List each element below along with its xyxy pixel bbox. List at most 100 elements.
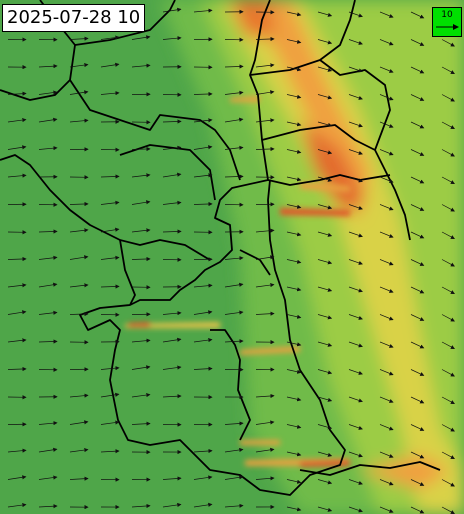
wind-arrow bbox=[7, 366, 27, 372]
wind-arrow bbox=[441, 149, 455, 157]
wind-arrow bbox=[348, 121, 363, 128]
wind-arrow bbox=[131, 228, 151, 233]
wind-arrow bbox=[69, 447, 89, 453]
wind-arrow bbox=[317, 314, 333, 320]
wind-arrow bbox=[38, 117, 58, 123]
wind-arrow bbox=[38, 421, 58, 426]
wind-arrow bbox=[379, 231, 394, 238]
wind-arrow bbox=[410, 176, 425, 184]
wind-arrow bbox=[441, 176, 455, 184]
wind-arrow bbox=[7, 475, 27, 480]
wind-arrow bbox=[69, 118, 89, 123]
wind-arrow bbox=[286, 259, 302, 264]
wind-arrow bbox=[441, 369, 455, 377]
wind-arrow bbox=[100, 366, 120, 371]
timestamp: 2025-07-28 10 bbox=[2, 4, 146, 32]
wind-arrow bbox=[441, 259, 455, 267]
wind-arrow bbox=[7, 91, 27, 96]
wind-arrow bbox=[131, 35, 151, 40]
wind-arrow bbox=[286, 506, 302, 512]
wind-arrow bbox=[286, 341, 302, 347]
wind-arrow bbox=[410, 121, 425, 129]
wind-arrow bbox=[100, 227, 120, 233]
wind-arrow bbox=[69, 201, 89, 207]
wind-arrow bbox=[69, 476, 89, 481]
wind-arrow bbox=[131, 200, 151, 205]
wind-arrow bbox=[379, 11, 394, 18]
wind-arrow bbox=[410, 396, 425, 404]
wind-arrow bbox=[410, 451, 425, 459]
wind-arrow bbox=[7, 283, 27, 288]
wind-arrow bbox=[38, 229, 58, 234]
wind-arrow bbox=[379, 479, 394, 486]
wind-arrow bbox=[410, 39, 425, 46]
wind-arrow bbox=[348, 39, 363, 45]
wind-arrow bbox=[379, 341, 394, 348]
wind-arrow bbox=[410, 314, 425, 321]
wind-arrow bbox=[317, 369, 333, 375]
wind-arrow bbox=[224, 64, 244, 69]
wind-arrow bbox=[255, 118, 275, 123]
wind-arrow bbox=[7, 256, 27, 262]
wind-arrow bbox=[255, 447, 275, 453]
wind-arrow bbox=[162, 172, 182, 178]
borders bbox=[0, 0, 441, 496]
wind-arrow bbox=[69, 283, 89, 288]
wind-arrow bbox=[379, 396, 394, 403]
wind-arrow bbox=[193, 8, 213, 13]
wind-arrow bbox=[348, 231, 363, 238]
wind-arrow bbox=[379, 121, 394, 128]
wind-arrow bbox=[441, 396, 455, 404]
wind-arrow bbox=[131, 173, 151, 178]
wind-arrow bbox=[69, 62, 89, 68]
wind-arrow bbox=[348, 11, 363, 18]
wind-arrow bbox=[7, 502, 27, 508]
wind-arrow bbox=[286, 369, 302, 374]
wind-arrow bbox=[224, 174, 244, 179]
wind-arrow bbox=[100, 284, 120, 289]
wind-arrow bbox=[317, 286, 333, 292]
wind-arrow bbox=[255, 420, 275, 425]
wind-arrow bbox=[317, 396, 333, 402]
wind-arrow bbox=[410, 231, 425, 239]
wind-arrow bbox=[441, 204, 455, 212]
wind-arrow bbox=[317, 11, 333, 17]
wind-arrow bbox=[410, 369, 425, 376]
wind-arrow bbox=[441, 66, 455, 74]
wind-arrow bbox=[410, 259, 425, 266]
wind-arrow bbox=[162, 311, 182, 316]
wind-arrow bbox=[69, 311, 89, 317]
wind-arrow bbox=[193, 283, 213, 288]
wind-arrow bbox=[69, 36, 89, 41]
wind-arrow bbox=[441, 39, 455, 47]
wind-arrow bbox=[224, 339, 244, 344]
wind-arrow bbox=[193, 337, 213, 343]
wind-arrow bbox=[224, 145, 244, 150]
wind-arrow bbox=[286, 121, 302, 127]
wind-arrow bbox=[255, 36, 275, 42]
wind-arrow bbox=[379, 424, 394, 431]
wind-arrow bbox=[255, 146, 275, 152]
wind-arrow bbox=[193, 475, 213, 480]
wind-arrow bbox=[162, 200, 182, 205]
wind-arrow bbox=[100, 35, 120, 40]
wind-arrow bbox=[317, 259, 333, 265]
wind-arrow bbox=[317, 451, 333, 457]
wind-arrow bbox=[348, 506, 363, 513]
wind-arrow bbox=[7, 173, 27, 178]
wind-arrow bbox=[193, 118, 213, 123]
wind-arrow bbox=[286, 451, 302, 457]
wind-arrow bbox=[7, 448, 27, 453]
wind-arrow bbox=[224, 421, 244, 426]
wind-arrow bbox=[317, 479, 333, 485]
wind-arrow bbox=[224, 256, 244, 261]
wind-arrow bbox=[162, 36, 182, 41]
wind-arrow bbox=[69, 90, 89, 95]
wind-arrow bbox=[255, 255, 275, 260]
wind-arrow bbox=[100, 91, 120, 96]
wind-arrow bbox=[224, 475, 244, 480]
wind-arrow bbox=[348, 204, 363, 210]
wind-arrow bbox=[348, 341, 363, 348]
legend-arrow bbox=[436, 24, 459, 30]
